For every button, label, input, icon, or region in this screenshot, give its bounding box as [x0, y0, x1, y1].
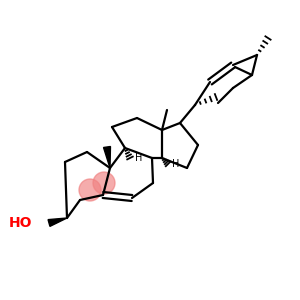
Circle shape [93, 172, 115, 194]
Text: HO: HO [8, 216, 32, 230]
Polygon shape [48, 218, 67, 226]
Circle shape [79, 179, 101, 201]
Polygon shape [103, 146, 110, 168]
Text: H: H [135, 153, 142, 163]
Text: H: H [172, 159, 179, 169]
